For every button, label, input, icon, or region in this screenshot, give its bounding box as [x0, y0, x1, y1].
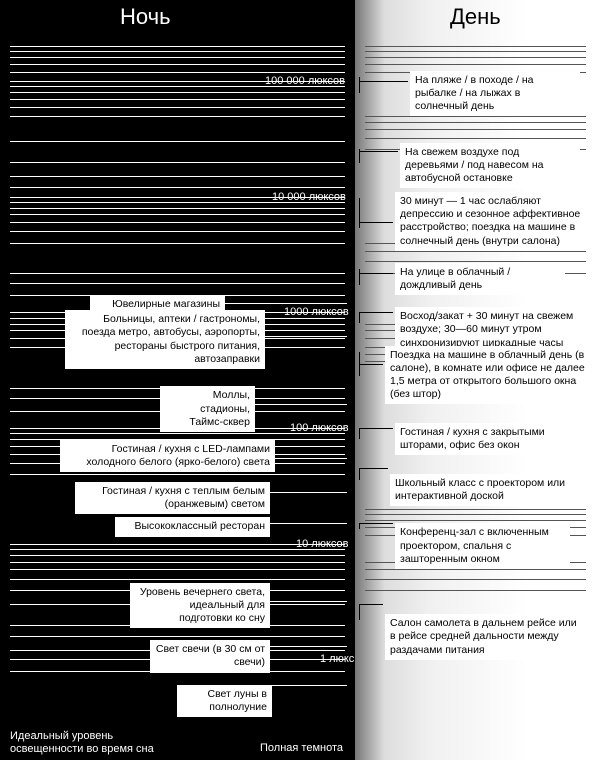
gridline-night	[10, 474, 345, 475]
leader-jog	[359, 523, 360, 529]
gridline-day	[365, 590, 586, 591]
leader-jog	[359, 312, 360, 323]
night-annotation: Больницы, аптеки / гастрономы, поезда ме…	[65, 310, 265, 369]
gridline-night	[10, 579, 345, 580]
day-annotation: 30 минут — 1 час ослабляют депрессию и с…	[395, 192, 590, 251]
bottom-text: Идеальный уровень освещенности во время …	[10, 730, 180, 756]
gridline-night	[10, 51, 345, 52]
leader-line	[359, 523, 393, 524]
axis-label: 1 люкс	[320, 653, 354, 665]
leader-line	[359, 428, 393, 429]
night-annotation: Свет луны в полнолуние	[177, 685, 272, 717]
day-annotation: На улице в облачный / дождливый день	[395, 263, 565, 295]
leader-line	[359, 151, 398, 152]
gridline-night	[10, 208, 345, 209]
leader-line	[225, 303, 347, 304]
leader-jog	[359, 198, 360, 228]
leader-jog	[359, 149, 360, 163]
axis-label: 1000 люксов	[284, 306, 349, 318]
axis-label: 10 люксов	[296, 538, 348, 550]
gridline-day	[365, 57, 586, 58]
gridline-day	[365, 51, 586, 52]
gridline-night	[10, 116, 345, 117]
axis-label: 100 люксов	[290, 422, 349, 434]
gridline-day	[365, 251, 586, 252]
gridline-night	[10, 214, 345, 215]
gridline-night	[10, 231, 345, 232]
leader-line	[359, 81, 408, 82]
night-annotation: Моллы, стадионы, Таймс-сквер	[160, 386, 255, 431]
gridline-day	[365, 569, 586, 570]
leader-line	[359, 222, 393, 223]
day-annotation: Конференц-зал с включенным проектором, с…	[395, 523, 570, 568]
day-annotation: Поездка на машине в облачный день (в сал…	[385, 346, 590, 405]
gridline-night	[10, 141, 345, 142]
leader-line	[359, 273, 393, 274]
day-annotation: На пляже / в походе / на рыбалке / на лы…	[410, 71, 580, 116]
night-annotation: Уровень вечернего света, идеальный для п…	[130, 583, 270, 628]
night-annotation: Свет свечи (в 30 см от свечи)	[150, 640, 270, 672]
gridline-day	[365, 520, 586, 521]
axis-label: 100 000 люксов	[265, 75, 345, 87]
leader-jog	[359, 269, 360, 285]
gridline-night	[10, 72, 345, 73]
leader-line	[272, 685, 347, 686]
axis-label: 10 000 люксов	[272, 191, 346, 203]
day-annotation: Школьный класс с проектором или интеракт…	[390, 474, 575, 506]
leader-line	[359, 364, 383, 365]
night-annotation: Гостиная / кухня с теплым белым (оранжев…	[75, 482, 270, 514]
day-annotation: На свежем воздухе под деревьями / под на…	[400, 143, 580, 188]
night-annotation: Гостиная / кухня с LED-лампами холодного…	[60, 440, 275, 472]
gridline-day	[365, 509, 586, 510]
gridline-night	[10, 636, 345, 637]
leader-line	[270, 646, 347, 647]
gridline-night	[10, 569, 345, 570]
gridline-day	[365, 138, 586, 139]
gridline-night	[10, 46, 345, 47]
gridline-night	[10, 222, 345, 223]
leader-jog	[359, 352, 360, 376]
leader-line	[255, 404, 347, 405]
gridline-night	[10, 187, 345, 188]
gridline-day	[365, 579, 586, 580]
leader-jog	[359, 428, 360, 439]
gridline-night	[10, 64, 345, 65]
gridline-night	[10, 99, 345, 100]
gridline-night	[10, 243, 345, 244]
header-night: Ночь	[120, 4, 171, 30]
gridline-night	[10, 176, 345, 177]
gridline-night	[10, 57, 345, 58]
night-annotation: Высококлассный ресторан	[115, 517, 270, 536]
gridline-night	[10, 162, 345, 163]
gridline-night	[10, 562, 345, 563]
gridline-night	[10, 544, 345, 545]
leader-line	[275, 458, 347, 459]
gridline-night	[10, 107, 345, 108]
bottom-text: Полная темнота	[260, 742, 430, 755]
gridline-night	[10, 273, 345, 274]
leader-line	[270, 601, 347, 602]
leader-line	[359, 468, 388, 469]
leader-line	[359, 312, 393, 313]
gridline-day	[365, 261, 586, 262]
leader-line	[265, 336, 347, 337]
gridline-day	[365, 122, 586, 123]
gridline-day	[365, 129, 586, 130]
header-day: День	[450, 4, 501, 30]
leader-jog	[359, 468, 360, 480]
day-annotation: Салон самолета в дальнем рейсе или в рей…	[385, 614, 585, 659]
gridline-night	[10, 92, 345, 93]
leader-jog	[359, 77, 360, 93]
leader-line	[359, 604, 383, 605]
gridline-day	[365, 514, 586, 515]
day-annotation: Гостиная / кухня с закрытыми шторами, оф…	[395, 423, 560, 455]
gridline-day	[365, 46, 586, 47]
leader-jog	[359, 604, 360, 620]
gridline-day	[365, 64, 586, 65]
gridline-night	[10, 549, 345, 550]
gridline-night	[10, 555, 345, 556]
gridline-night	[10, 283, 345, 284]
leader-line	[270, 523, 347, 524]
leader-line	[270, 492, 347, 493]
